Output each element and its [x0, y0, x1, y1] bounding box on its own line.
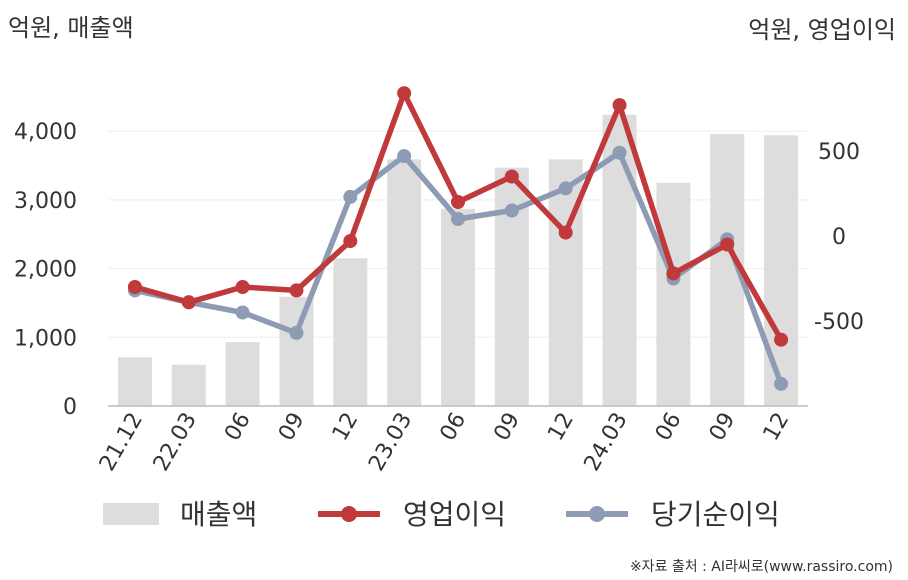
operating-profit-point: [666, 266, 681, 281]
legend-net-income-label: 당기순이익: [651, 498, 780, 531]
legend-item-operating-profit: 영업이익: [318, 498, 506, 531]
operating-profit-point: [774, 332, 789, 347]
legend-operating-profit-label: 영업이익: [403, 498, 506, 531]
revenue-bar: [225, 342, 260, 406]
x-tick-label: 12: [328, 409, 364, 446]
net-income-point: [504, 203, 519, 218]
net-income-point: [235, 305, 250, 320]
legend-revenue-label: 매출액: [180, 498, 257, 531]
right-axis-ticks: -500 0 500: [814, 140, 864, 335]
legend-item-revenue: 매출액: [103, 498, 257, 531]
operating-profit-point: [558, 225, 573, 240]
operating-profit-point: [451, 195, 465, 209]
x-tick-label: 09: [705, 409, 741, 446]
left-tick-label: 4,000: [14, 120, 77, 145]
operating-profit-point: [289, 283, 304, 298]
legend-item-net-income: 당기순이익: [566, 498, 780, 531]
left-tick-label: 1,000: [14, 326, 77, 351]
legend-revenue-swatch: [103, 503, 159, 525]
left-tick-label: 3,000: [14, 189, 77, 214]
legend-operating-profit-marker: [341, 506, 357, 522]
operating-profit-point: [504, 169, 519, 184]
x-tick-label: 21.12: [95, 409, 148, 476]
left-tick-label: 0: [63, 395, 77, 420]
left-axis-unit-label: 억원, 매출액: [8, 14, 134, 42]
revenue-bar: [117, 357, 152, 406]
x-tick-label: 09: [274, 409, 310, 446]
line-series: [127, 86, 789, 391]
revenue-bar: [387, 159, 422, 406]
operating-profit-point: [127, 280, 142, 294]
legend: 매출액 영업이익 당기순이익: [103, 498, 780, 531]
net-income-point: [343, 189, 358, 204]
right-axis-unit-label: 억원, 영업이익: [748, 16, 896, 44]
left-tick-label: 2,000: [14, 258, 77, 283]
left-axis-ticks: 0 1,000 2,000 3,000 4,000: [14, 120, 77, 420]
revenue-bar: [333, 258, 368, 406]
revenue-bar: [764, 135, 799, 406]
net-income-point: [612, 145, 627, 160]
revenue-bar: [279, 296, 314, 406]
x-tick-label: 12: [759, 409, 795, 446]
source-note: ※자료 출처 : AI라씨로(www.rassiro.com): [630, 559, 893, 575]
revenue-bar: [656, 182, 691, 406]
x-tick-label: 09: [489, 409, 525, 446]
net-income-point: [558, 181, 573, 196]
right-tick-label: 500: [818, 140, 860, 165]
operating-profit-point: [235, 280, 250, 294]
revenue-bar: [171, 364, 206, 406]
net-income-point: [397, 149, 412, 164]
legend-net-income-marker: [589, 506, 605, 522]
operating-profit-point: [343, 234, 358, 249]
revenue-bar: [441, 208, 475, 406]
operating-profit-point: [612, 98, 627, 113]
operating-profit-point: [181, 295, 196, 310]
x-tick-label: 23.03: [364, 409, 417, 476]
x-tick-label: 06: [220, 409, 256, 446]
x-tick-label: 12: [543, 409, 579, 446]
x-tick-label: 24.03: [580, 409, 633, 476]
right-tick-label: 0: [832, 225, 846, 250]
revenue-bar: [548, 159, 583, 406]
right-tick-label: -500: [814, 310, 864, 335]
operating-profit-point: [397, 86, 412, 101]
x-tick-label: 22.03: [149, 409, 202, 476]
x-tick-label: 06: [436, 409, 472, 446]
operating-profit-point: [720, 237, 735, 252]
net-income-point: [451, 212, 465, 226]
x-axis-ticks: 21.12 22.03 06 09 12 23.03 06 09 12 24.03 06 09 12: [95, 409, 794, 476]
net-income-point: [289, 325, 304, 340]
net-income-point: [774, 376, 789, 391]
x-tick-label: 06: [651, 409, 687, 446]
